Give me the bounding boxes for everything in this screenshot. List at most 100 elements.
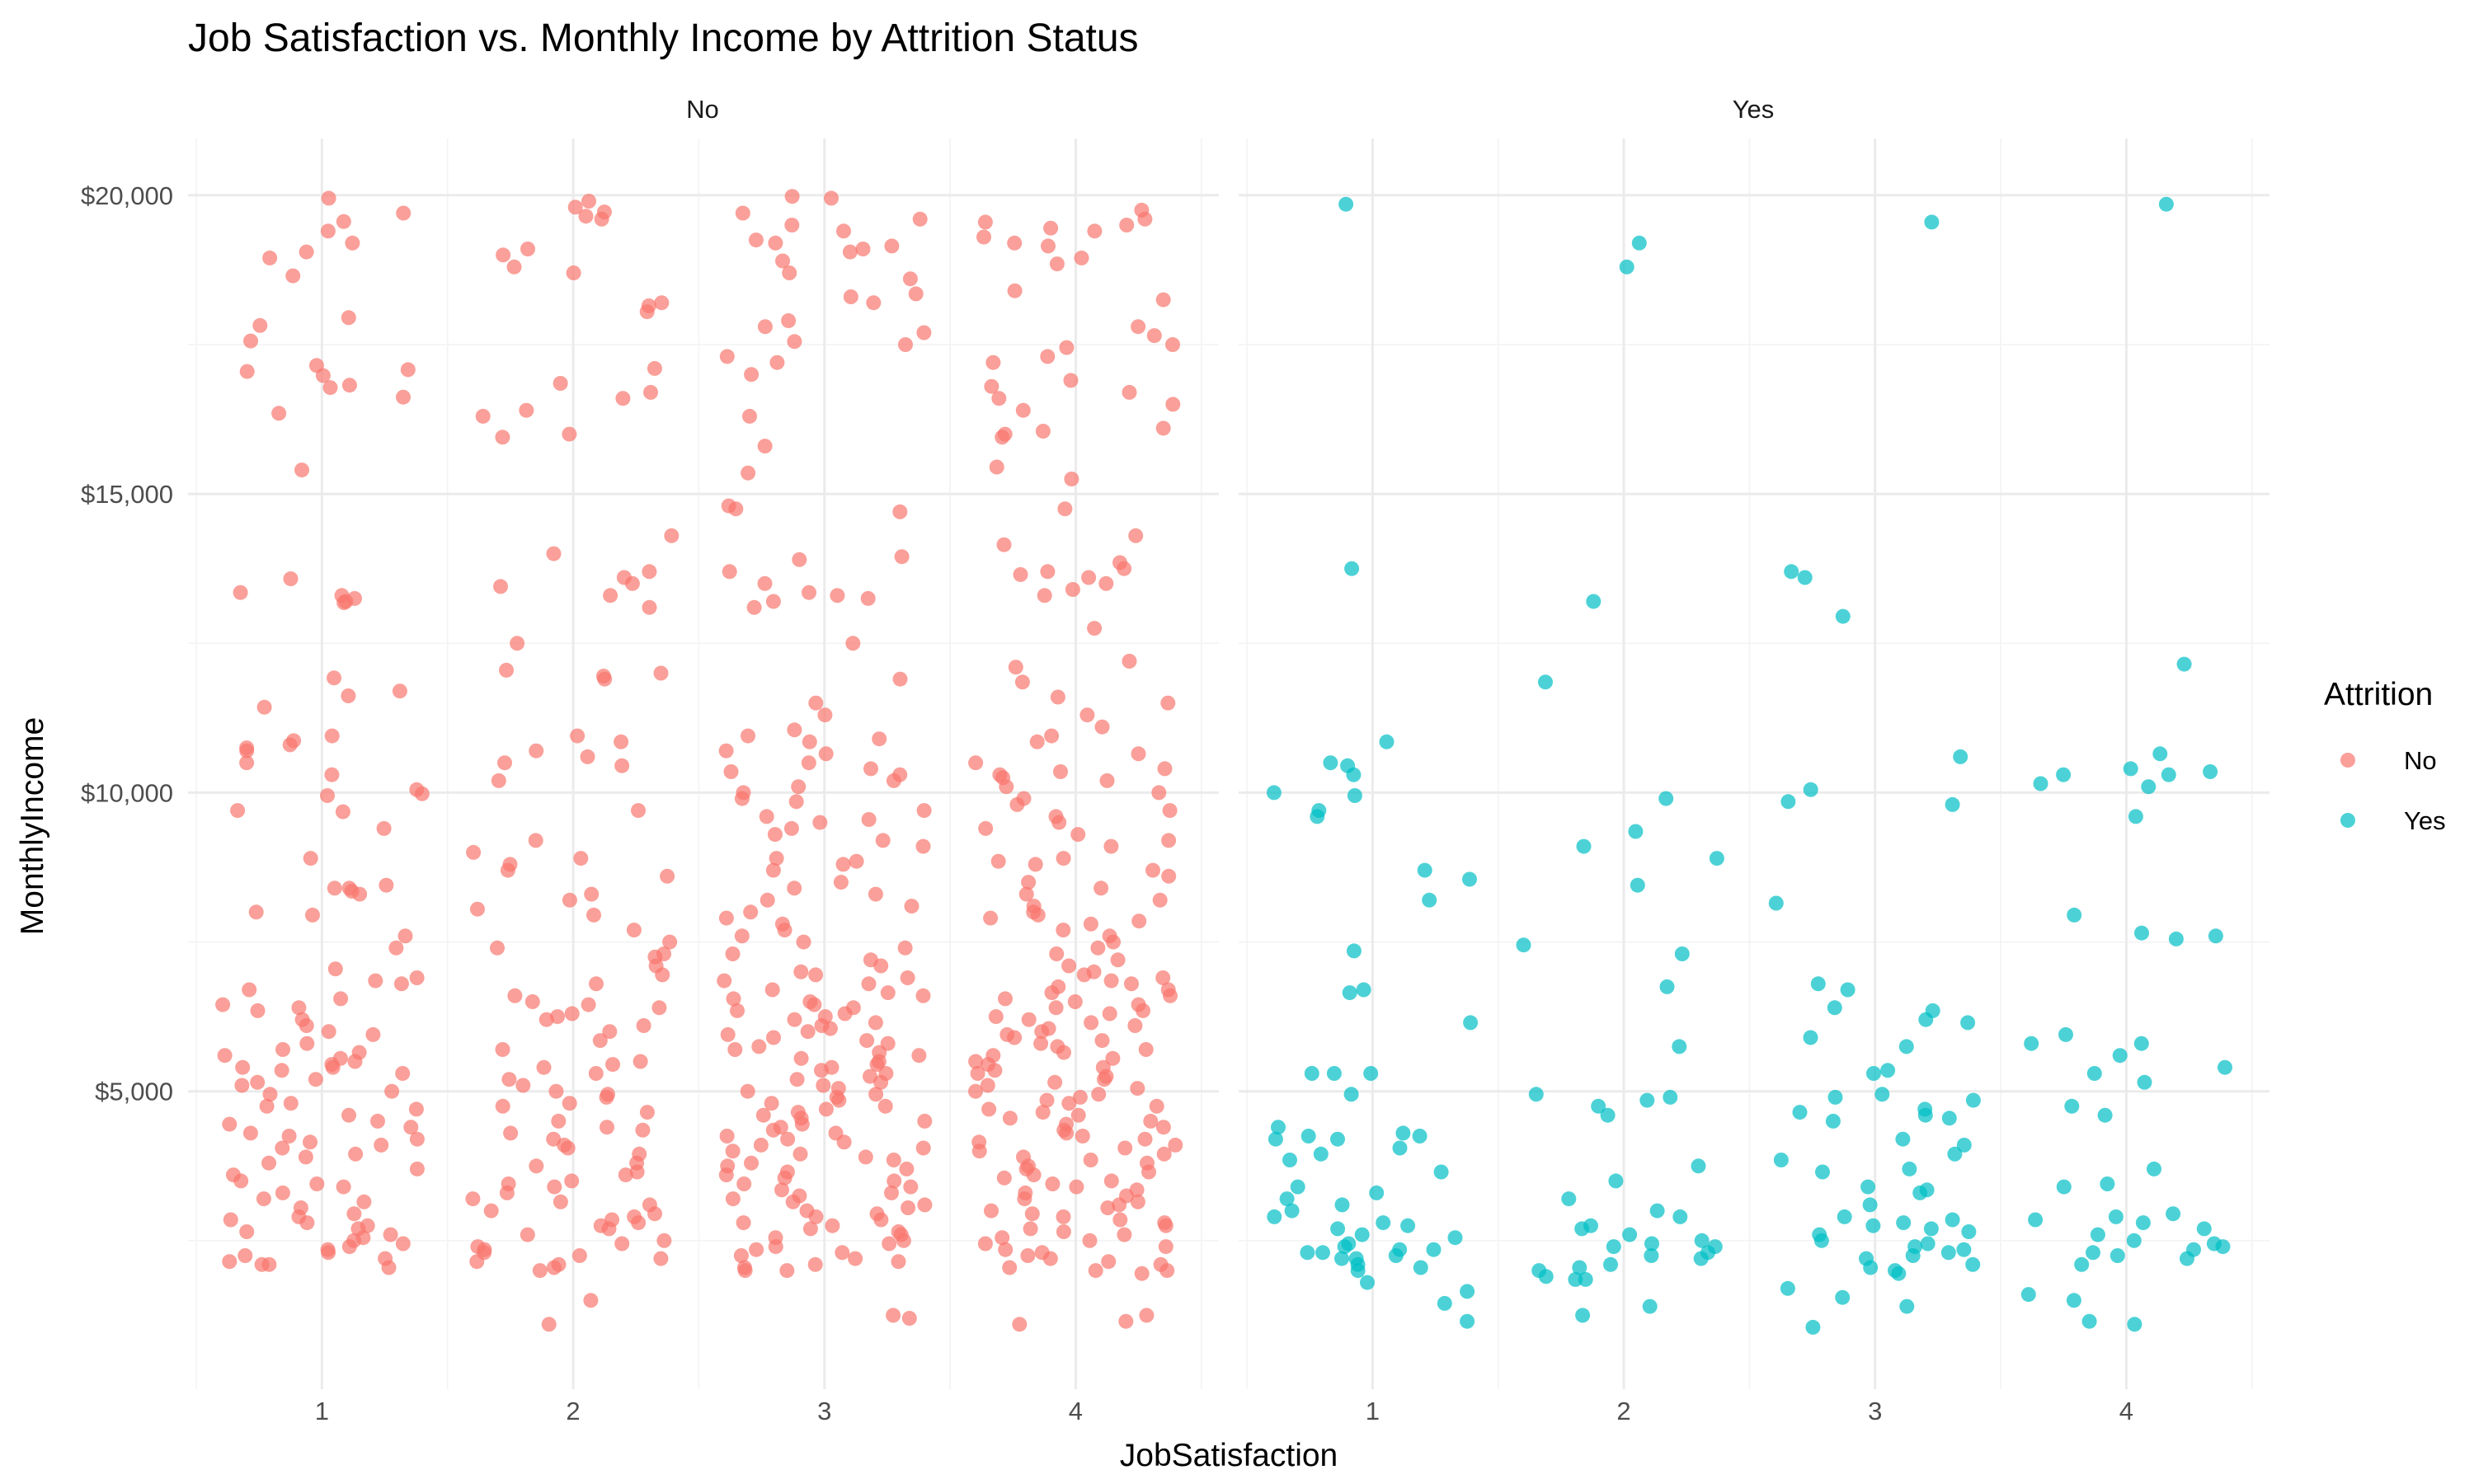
data-point	[1161, 833, 1177, 848]
data-point	[764, 982, 780, 998]
data-point	[2074, 1256, 2090, 1272]
data-point	[818, 746, 834, 762]
data-point	[1112, 1212, 1128, 1228]
data-point	[744, 1155, 759, 1171]
data-point	[812, 815, 828, 830]
data-point	[2109, 1248, 2125, 1263]
data-point	[283, 1096, 299, 1111]
data-point	[1330, 1221, 1346, 1237]
x-tick-label: 4	[2119, 1397, 2133, 1425]
data-point	[836, 1134, 852, 1150]
data-point	[1087, 223, 1103, 239]
data-point	[536, 1059, 552, 1075]
data-point	[1131, 319, 1146, 335]
data-point	[1606, 1239, 1621, 1255]
data-point	[1342, 985, 1357, 1001]
data-point	[978, 820, 994, 836]
data-point	[341, 310, 356, 326]
data-point	[320, 788, 335, 803]
data-point	[320, 223, 336, 239]
data-point	[1063, 373, 1079, 388]
data-point	[409, 970, 425, 985]
data-point	[998, 1242, 1014, 1257]
data-point	[917, 1197, 933, 1213]
data-point	[239, 364, 255, 379]
data-point	[629, 1164, 645, 1180]
data-point	[1945, 796, 1960, 812]
data-point	[1002, 1111, 1018, 1126]
data-point	[1773, 1153, 1789, 1167]
data-point	[1106, 934, 1121, 950]
data-point	[757, 575, 773, 591]
data-point	[977, 1236, 993, 1252]
data-point	[1094, 719, 1110, 735]
data-point	[1902, 1161, 1917, 1176]
data-point	[639, 304, 655, 320]
data-point	[765, 1122, 781, 1138]
data-point	[1119, 218, 1135, 232]
data-point	[335, 804, 350, 819]
data-point	[1965, 1256, 1981, 1272]
data-point	[1392, 1140, 1408, 1156]
data-point	[835, 1245, 850, 1261]
data-point	[916, 803, 932, 819]
data-point	[1672, 1039, 1687, 1054]
data-point	[734, 928, 750, 944]
data-point	[408, 1101, 424, 1117]
data-point	[1284, 1203, 1300, 1219]
data-point	[1953, 749, 1968, 764]
data-point	[594, 211, 609, 227]
data-point	[1379, 734, 1395, 749]
data-point	[642, 564, 657, 580]
data-point	[291, 1000, 307, 1016]
data-point	[303, 851, 318, 866]
data-point	[764, 1096, 779, 1111]
data-point	[1827, 1089, 1843, 1105]
data-point	[491, 773, 506, 788]
data-point	[1076, 967, 1092, 983]
data-point	[835, 857, 851, 872]
data-point	[1803, 1030, 1818, 1045]
data-point	[327, 670, 341, 686]
data-point	[1041, 238, 1056, 254]
data-point	[336, 1179, 351, 1195]
data-point	[1165, 337, 1180, 352]
data-point	[1045, 1176, 1061, 1191]
data-point	[2137, 1074, 2152, 1090]
data-point	[1039, 1092, 1055, 1108]
data-point	[1463, 1015, 1479, 1031]
data-point	[603, 588, 618, 603]
data-point	[1049, 256, 1065, 272]
data-point	[872, 731, 887, 747]
data-point	[1874, 1087, 1890, 1102]
data-point	[766, 1030, 781, 1045]
data-point	[916, 325, 932, 340]
data-point	[1021, 1012, 1037, 1027]
data-point	[722, 564, 737, 580]
data-point	[2215, 1239, 2231, 1255]
data-point	[1813, 1233, 1829, 1248]
data-point	[597, 671, 613, 687]
data-point	[1152, 892, 1168, 908]
data-point	[1070, 1107, 1086, 1123]
data-point	[532, 1263, 548, 1279]
data-point	[2196, 1221, 2212, 1237]
data-point	[743, 904, 759, 920]
data-point	[1797, 570, 1813, 585]
data-point	[1462, 871, 1477, 887]
data-point	[1014, 674, 1030, 690]
data-point	[605, 1057, 620, 1073]
data-point	[242, 982, 257, 998]
data-point	[736, 1215, 751, 1231]
data-point	[794, 1116, 810, 1132]
data-point	[615, 391, 631, 406]
data-point	[298, 1149, 313, 1165]
data-point	[383, 1227, 398, 1242]
data-point	[238, 1248, 253, 1263]
y-axis-title: MonthlyIncome	[15, 717, 50, 935]
data-point	[294, 463, 309, 478]
data-point	[1002, 1260, 1018, 1275]
data-point	[1388, 1248, 1404, 1263]
data-point	[1630, 877, 1645, 893]
